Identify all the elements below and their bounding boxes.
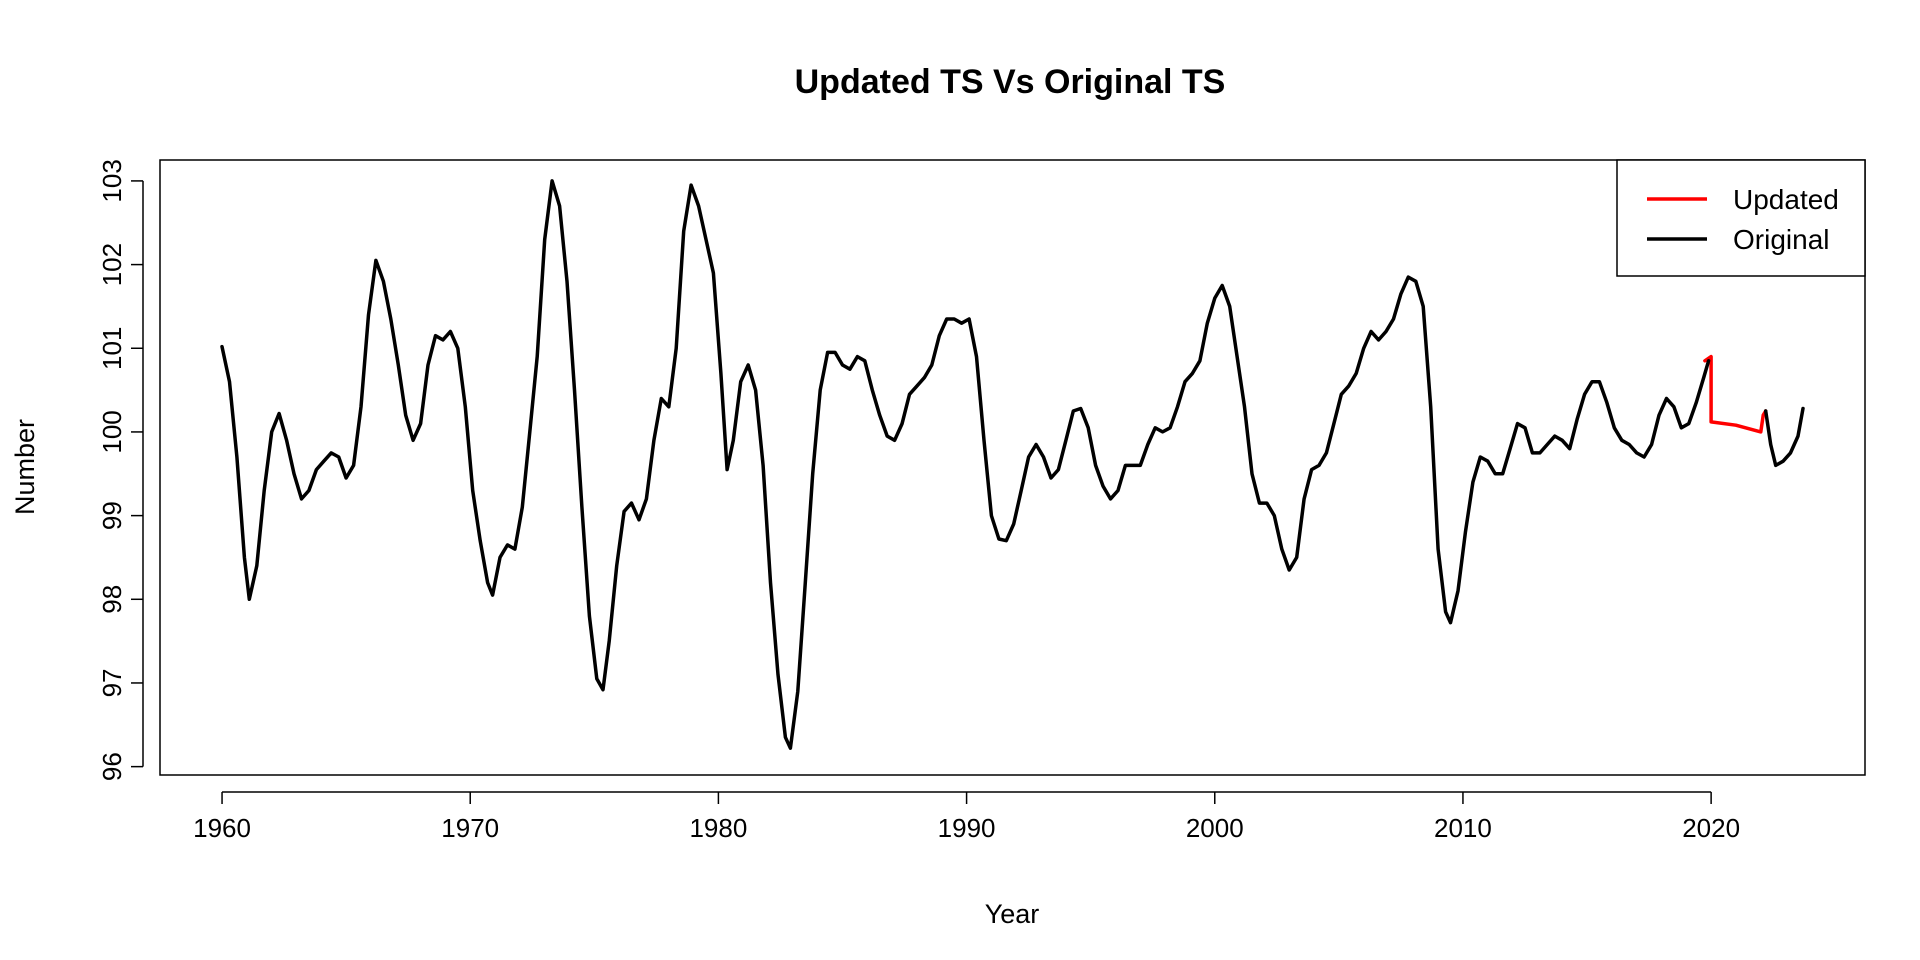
legend-label-updated: Updated: [1733, 184, 1839, 215]
y-tick-label: 97: [97, 668, 127, 697]
series-line-original: [1763, 406, 1805, 468]
y-axis-title: Number: [10, 419, 40, 515]
x-tick-label: 2000: [1186, 813, 1244, 843]
series-layer: [220, 179, 1805, 750]
y-tick-label: 101: [97, 327, 127, 370]
y-tick-label: 98: [97, 585, 127, 614]
x-tick-label: 2020: [1682, 813, 1740, 843]
legend-box: [1616, 159, 1866, 277]
legend-label-original: Original: [1733, 224, 1829, 255]
y-tick-label: 100: [97, 410, 127, 453]
y-tick-label: 96: [97, 752, 127, 781]
plot-frame: [159, 159, 1866, 776]
x-axis: 1960 1970 1980 1990 2000 2010 2020: [193, 791, 1740, 843]
x-tick-label: 1990: [938, 813, 996, 843]
y-tick-label: 99: [97, 501, 127, 530]
series-line-updated: [1703, 354, 1768, 434]
x-axis-title: Year: [985, 899, 1040, 929]
legend: Updated Original: [1616, 159, 1866, 277]
chart-title: Updated TS Vs Original TS: [795, 63, 1226, 101]
x-tick-label: 2010: [1434, 813, 1492, 843]
y-tick-label: 103: [97, 159, 127, 202]
series-line-original: [220, 179, 1711, 750]
x-tick-label: 1970: [441, 813, 499, 843]
x-tick-label: 1980: [689, 813, 747, 843]
x-tick-label: 1960: [193, 813, 251, 843]
y-axis: 96 97 98 99 100 101 102 103: [97, 159, 144, 781]
y-tick-label: 102: [97, 243, 127, 286]
